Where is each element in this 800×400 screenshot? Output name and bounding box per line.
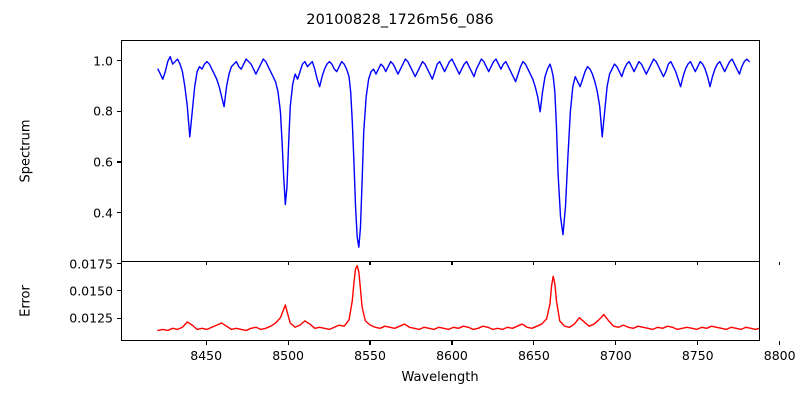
spectrum-panel [121,40,760,262]
x-tick-label: 8650 [517,348,550,363]
y-axis-label-spectrum: Spectrum [18,119,34,183]
y-tick-label-spectrum: 0.8 [93,103,113,119]
x-tick-label: 8800 [763,348,796,363]
y-tick-mark-spectrum [117,60,121,62]
x-tick-mark-upper [615,262,617,265]
x-tick-mark [533,341,535,345]
y-tick-mark-spectrum [117,161,121,163]
x-tick-mark-upper [205,262,207,265]
x-tick-label: 8500 [272,348,305,363]
y-tick-mark-spectrum [117,110,121,112]
x-tick-mark-upper [287,262,289,265]
y-tick-mark-error [117,317,121,319]
x-tick-mark-upper [779,262,781,265]
x-tick-mark [615,341,617,345]
y-tick-label-spectrum: 0.6 [93,154,113,170]
x-tick-mark-upper [451,262,453,265]
x-tick-mark-upper [369,262,371,265]
x-tick-label: 8600 [436,348,468,363]
y-tick-label-spectrum: 1.0 [93,53,113,69]
y-tick-label-error: 0.0125 [69,310,113,326]
error-plot-line [122,262,759,340]
x-tick-label: 8750 [681,348,714,363]
x-tick-mark [369,341,371,345]
y-tick-mark-error [117,263,121,265]
y-tick-mark-error [117,290,121,292]
x-tick-mark [451,341,453,345]
x-tick-mark [205,341,207,345]
figure-title: 20100828_1726m56_086 [306,12,494,28]
x-tick-mark [697,341,699,345]
x-tick-label: 8550 [354,348,386,363]
x-tick-mark [287,341,289,345]
spectrum-plot-line [122,41,759,261]
x-tick-mark-upper [533,262,535,265]
x-axis-label: Wavelength [401,370,479,385]
y-axis-label-error: Error [18,285,34,317]
y-tick-label-error: 0.0175 [69,256,113,272]
x-tick-mark-upper [697,262,699,265]
error-panel [121,261,760,341]
y-tick-mark-spectrum [117,212,121,214]
x-tick-mark [779,341,781,345]
y-tick-label-spectrum: 0.4 [93,205,113,221]
x-tick-label: 8700 [599,348,632,363]
y-tick-label-error: 0.0150 [69,283,113,299]
x-tick-label: 8450 [190,348,223,363]
